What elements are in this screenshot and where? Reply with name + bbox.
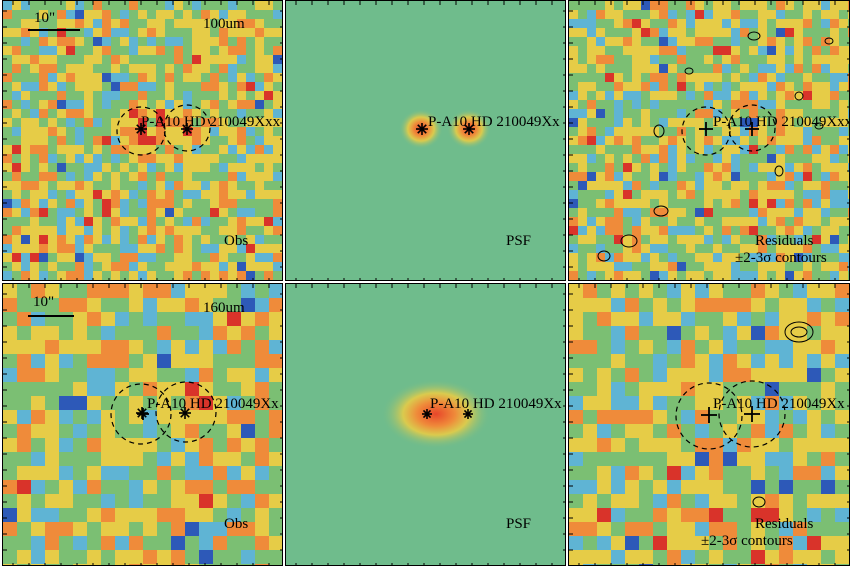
source-overlay-label: P-A10 HD 210049Xx <box>147 396 279 412</box>
aperture-circle <box>681 106 731 156</box>
aperture-circle <box>728 104 776 152</box>
residuals-label: Residuals <box>755 516 814 532</box>
aperture-circle <box>163 104 211 152</box>
panel-160um-psf: PSF P-A10 HD 210049Xx <box>285 283 566 566</box>
scale-label: 10" <box>34 10 56 26</box>
heatmap-160um-obs <box>3 284 282 565</box>
contours-label: ±2-3σ contours <box>701 533 793 549</box>
source-overlay-label: P-A10 HD 210049Xxx <box>713 114 850 130</box>
source-overlay-label: P-A10 HD 210049Xx <box>430 396 562 412</box>
source-star-marker <box>181 123 193 135</box>
residual-image-160um <box>569 284 849 565</box>
band-label: 100um <box>203 16 245 32</box>
psf-image-100um <box>286 1 565 280</box>
edge-ticks <box>295 1 565 280</box>
source-star-marker <box>179 407 191 419</box>
band-label: 160um <box>203 300 245 316</box>
panel-160um-residuals: Residuals ±2-3σ contours P-A10 HD 210049… <box>568 283 850 566</box>
pixel-grid <box>569 1 849 280</box>
source-star-marker <box>463 123 475 135</box>
residual-contours <box>597 31 834 262</box>
source-star-marker <box>463 409 473 419</box>
source-star-marker <box>416 123 428 135</box>
source-cross-marker <box>701 407 717 423</box>
panel-kind-label: Obs <box>224 516 249 532</box>
source-star-marker <box>136 407 148 419</box>
source-overlay-label: P-A10 HD 210049Xx <box>428 114 560 130</box>
source-overlay-label: P-A10 HD 210049Xx <box>713 396 845 412</box>
aperture-circle <box>155 381 217 443</box>
source-star-marker <box>135 123 147 135</box>
edge-ticks <box>569 1 849 280</box>
panel-160um-observed: 10" 160um Obs P-A10 HD 210049Xx <box>2 283 283 566</box>
scale-bar <box>28 315 74 317</box>
panel-kind-label: PSF <box>506 233 532 249</box>
heatmap-100um-obs <box>3 1 282 280</box>
panel-100um-psf: PSF P-A10 HD 210049Xx <box>285 0 566 281</box>
aperture-circle <box>718 380 786 448</box>
residual-contours <box>752 321 814 508</box>
aperture-circle <box>116 106 166 156</box>
residuals-label: Residuals <box>755 233 814 249</box>
source-cross-marker <box>744 406 760 422</box>
source-star-marker <box>422 409 432 419</box>
scale-label: 10" <box>33 294 55 310</box>
aperture-circle <box>110 383 172 445</box>
pixel-grid <box>3 284 282 565</box>
source-overlay-label: P-A10 HD 210049Xxx <box>141 114 281 130</box>
edge-ticks <box>3 284 282 565</box>
residual-image-100um <box>569 1 849 280</box>
source-cross-marker <box>699 122 713 136</box>
source-cross-marker <box>745 122 759 136</box>
pixel-grid <box>569 284 849 565</box>
panel-100um-observed: 10" 100um Obs P-A10 HD 210049Xxx <box>2 0 283 281</box>
panel-kind-label: Obs <box>224 233 249 249</box>
panel-100um-residuals: Residuals ±2-3σ contours P-A10 HD 210049… <box>568 0 850 281</box>
psf-image-160um <box>286 284 565 565</box>
edge-ticks <box>569 284 849 565</box>
scale-bar <box>28 29 80 31</box>
pixel-grid <box>3 1 282 280</box>
panel-kind-label: PSF <box>506 516 532 532</box>
aperture-circle <box>675 382 743 450</box>
edge-ticks <box>295 284 565 565</box>
edge-ticks <box>3 1 282 280</box>
contours-label: ±2-3σ contours <box>735 250 827 266</box>
psf-blob <box>381 379 491 449</box>
